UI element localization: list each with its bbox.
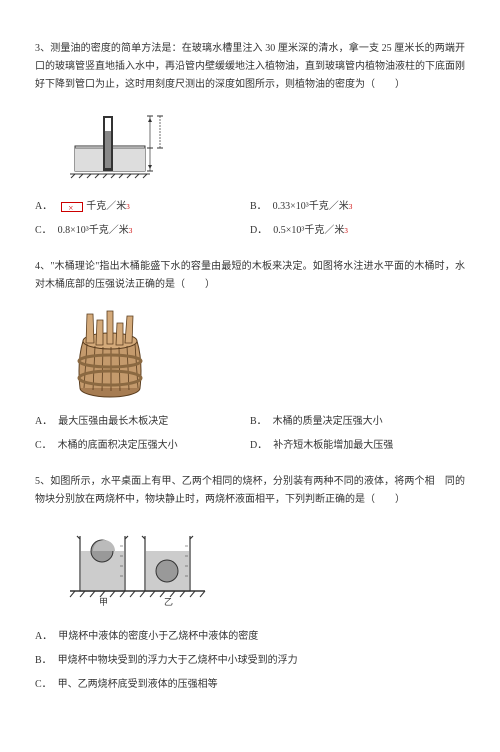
q4-text: 4、"木桶理论"指出木桶能盛下水的容量由最短的木板来决定。如图将水注进水平面的木… <box>35 258 465 294</box>
q3-d-text: 0.5×10³千克／米 <box>273 222 344 240</box>
q3-b-sup: 3 <box>349 201 353 214</box>
q4-option-b: B． 木桶的质量决定压强大小 <box>250 413 465 431</box>
option-label-a: A． <box>35 413 52 431</box>
q5-option-b: B． 甲烧杯中物块受到的浮力大于乙烧杯中小球受到的浮力 <box>35 652 465 670</box>
q3-c-sup: 3 <box>129 225 133 238</box>
option-label-b: B． <box>250 413 267 431</box>
q5-text: 5、如图所示，水平桌面上有甲、乙两个相同的烧杯，分别装有两种不同的液体，将两个相… <box>35 473 465 509</box>
q5-figure: 甲 乙 <box>65 521 465 616</box>
q3-option-b: B． 0.33×10³千克／米 3 <box>250 198 465 216</box>
beaker-left-label: 甲 <box>99 597 108 607</box>
question-4: 4、"木桶理论"指出木桶能盛下水的容量由最短的木板来决定。如图将水注进水平面的木… <box>35 258 465 455</box>
q4-option-d: D． 补齐短木板能增加最大压强 <box>250 437 465 455</box>
q3-a-sup: 3 <box>126 201 130 214</box>
q4-b-text: 木桶的质量决定压强大小 <box>273 413 383 431</box>
q4-figure <box>65 306 465 401</box>
q3-text: 3、测量油的密度的简单方法是：在玻璃水槽里注入 30 厘米深的清水，拿一支 25… <box>35 40 465 94</box>
option-label-c: C． <box>35 222 52 240</box>
q4-option-c: C． 木桶的底面积决定压强大小 <box>35 437 250 455</box>
option-label-a: A． <box>35 198 52 216</box>
question-3: 3、测量油的密度的简单方法是：在玻璃水槽里注入 30 厘米深的清水，拿一支 25… <box>35 40 465 240</box>
option-label-c: C． <box>35 437 52 455</box>
q5-options: A． 甲烧杯中液体的密度小于乙烧杯中液体的密度 B． 甲烧杯中物块受到的浮力大于… <box>35 628 465 694</box>
q3-d-sup: 3 <box>344 225 348 238</box>
option-label-a: A． <box>35 628 52 646</box>
option-label-d: D． <box>250 222 267 240</box>
tube-diagram-icon <box>65 106 175 186</box>
beaker-right-label: 乙 <box>164 597 173 607</box>
q5-option-c: C． 甲、乙两烧杯底受到液体的压强相等 <box>35 676 465 694</box>
q3-option-c: C． 0.8×10³千克／米 3 <box>35 222 250 240</box>
option-label-b: B． <box>250 198 267 216</box>
q5-b-text: 甲烧杯中物块受到的浮力大于乙烧杯中小球受到的浮力 <box>58 652 298 670</box>
blank-box-icon <box>61 202 83 212</box>
q3-figure <box>65 106 465 186</box>
beakers-icon: 甲 乙 <box>65 521 215 616</box>
q5-option-a: A． 甲烧杯中液体的密度小于乙烧杯中液体的密度 <box>35 628 465 646</box>
q5-a-text: 甲烧杯中液体的密度小于乙烧杯中液体的密度 <box>58 628 258 646</box>
q4-d-text: 补齐短木板能增加最大压强 <box>273 437 393 455</box>
q4-option-a: A． 最大压强由最长木板决定 <box>35 413 250 431</box>
q3-b-text: 0.33×10³千克／米 <box>273 198 349 216</box>
q3-options: A． 千克／米 3 B． 0.33×10³千克／米 3 C． 0.8×10³千克… <box>35 198 465 240</box>
q3-option-a: A． 千克／米 3 <box>35 198 250 216</box>
q4-c-text: 木桶的底面积决定压强大小 <box>58 437 178 455</box>
q3-option-d: D． 0.5×10³千克／米 3 <box>250 222 465 240</box>
q4-a-text: 最大压强由最长木板决定 <box>58 413 168 431</box>
q5-c-text: 甲、乙两烧杯底受到液体的压强相等 <box>58 676 218 694</box>
option-label-d: D． <box>250 437 267 455</box>
question-5: 5、如图所示，水平桌面上有甲、乙两个相同的烧杯，分别装有两种不同的液体，将两个相… <box>35 473 465 694</box>
q4-options: A． 最大压强由最长木板决定 B． 木桶的质量决定压强大小 C． 木桶的底面积决… <box>35 413 465 455</box>
option-label-b: B． <box>35 652 52 670</box>
option-label-c: C． <box>35 676 52 694</box>
barrel-icon <box>65 306 155 401</box>
q3-c-text: 0.8×10³千克／米 <box>58 222 129 240</box>
q3-a-text: 千克／米 <box>86 198 126 216</box>
